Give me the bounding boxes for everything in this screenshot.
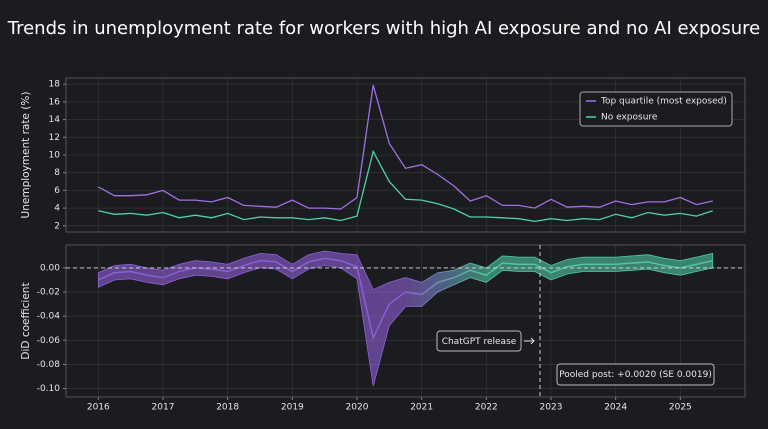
- plot-frame: [65, 77, 746, 233]
- y-tick-label: -0.08: [37, 360, 61, 370]
- y-tick-label: 12: [49, 133, 60, 143]
- x-tick-label: 2017: [152, 403, 175, 413]
- x-tick-label: 2025: [669, 403, 692, 413]
- y-tick-label: 14: [49, 115, 61, 125]
- y-tick-label: 16: [49, 97, 61, 107]
- y-tick-label: 6: [54, 186, 60, 196]
- legend-label: No exposure: [601, 113, 658, 123]
- y-axis-label: Unemployment rate (%): [20, 92, 32, 219]
- y-tick-label: 10: [49, 151, 61, 161]
- x-tick-label: 2024: [604, 403, 627, 413]
- release-label: ChatGPT release: [442, 337, 517, 347]
- y-tick-label: 8: [54, 168, 60, 178]
- series-line: [98, 149, 713, 223]
- release-box: [436, 330, 522, 352]
- y-tick-label: -0.06: [37, 336, 61, 346]
- y-axis-label: DiD coefficient: [20, 282, 32, 359]
- release-arrow: [524, 337, 535, 345]
- legend: Top quartile (most exposed) No exposure: [579, 91, 733, 127]
- y-tick-label: 0.00: [40, 263, 60, 273]
- x-tick-label: 2022: [475, 403, 498, 413]
- x-tick-label: 2021: [410, 403, 433, 413]
- y-tick-label: 18: [49, 80, 61, 90]
- series-line: [97, 84, 713, 210]
- x-tick-label: 2020: [346, 403, 369, 413]
- y-tick-label: 2: [54, 221, 60, 231]
- note-box: [556, 363, 715, 386]
- y-tick-label: -0.02: [37, 288, 60, 298]
- x-tick-label: 2016: [87, 403, 110, 413]
- y-tick-label: -0.10: [37, 384, 61, 394]
- plot-frame: [65, 244, 746, 398]
- y-tick-label: 4: [54, 204, 60, 214]
- legend-label: Top quartile (most exposed): [600, 97, 727, 107]
- x-tick-label: 2023: [540, 403, 563, 413]
- legend-box: [579, 91, 733, 127]
- title: Trends in unemployment rate for workers …: [7, 18, 761, 39]
- y-tick-label: -0.04: [37, 312, 61, 322]
- x-tick-label: 2018: [216, 403, 239, 413]
- note: Pooled post: +0.0020 (SE 0.0019): [559, 370, 712, 380]
- x-tick-label: 2019: [281, 403, 304, 413]
